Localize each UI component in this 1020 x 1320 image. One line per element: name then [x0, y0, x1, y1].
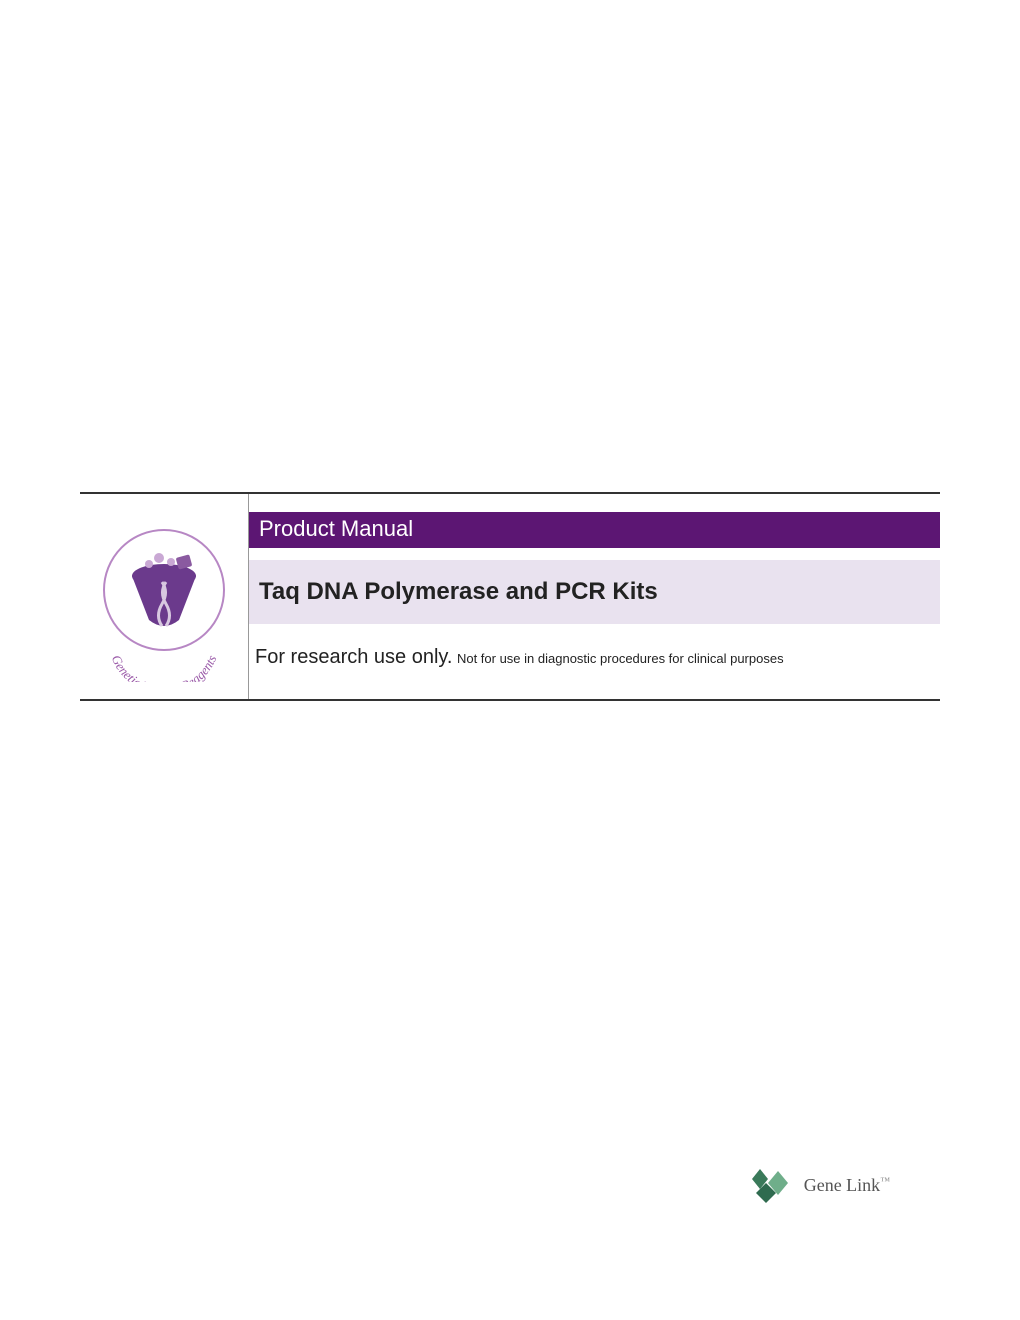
circle-logo-icon: Genetic Tools & Reagents — [89, 512, 239, 682]
footer-logo-name: Gene Link — [804, 1175, 880, 1195]
usage-sub-text: Not for use in diagnostic procedures for… — [457, 651, 784, 666]
header-bar: Product Manual — [249, 512, 940, 548]
usage-line: For research use only. Not for use in di… — [249, 646, 940, 669]
text-cell: Product Manual Taq DNA Polymerase and PC… — [248, 494, 940, 699]
logo-cell: Genetic Tools & Reagents — [80, 494, 248, 699]
tm-symbol: ™ — [880, 1176, 890, 1187]
band-row: Genetic Tools & Reagents Product Manual … — [80, 494, 940, 699]
content-band: Genetic Tools & Reagents Product Manual … — [80, 492, 940, 701]
title-bar: Taq DNA Polymerase and PCR Kits — [249, 560, 940, 624]
bottom-horizontal-rule — [80, 699, 940, 701]
footer-logo: Gene Link™ — [748, 1165, 890, 1205]
header-label: Product Manual — [259, 516, 413, 541]
product-title: Taq DNA Polymerase and PCR Kits — [259, 578, 658, 605]
usage-main-text: For research use only. — [255, 646, 453, 668]
diamond-cluster-icon — [748, 1165, 798, 1205]
svg-text:Genetic Tools & Reagents: Genetic Tools & Reagents — [109, 653, 220, 682]
footer-logo-text: Gene Link™ — [804, 1175, 890, 1196]
